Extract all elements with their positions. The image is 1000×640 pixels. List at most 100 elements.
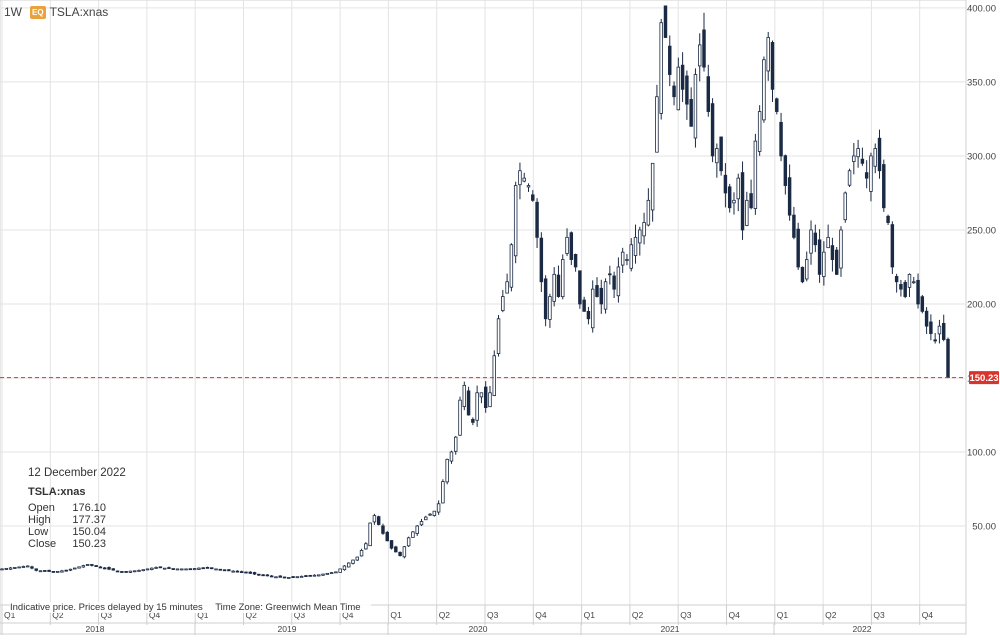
candle-body	[295, 576, 300, 579]
candle-body	[539, 237, 544, 283]
candle-body	[573, 254, 578, 268]
symbol-label[interactable]: TSLA:xnas	[49, 5, 109, 19]
candle-body	[98, 566, 103, 569]
candle-body	[561, 259, 565, 298]
x-quarter-label: Q4	[342, 610, 354, 620]
candle-body	[436, 503, 441, 513]
candle-body	[770, 42, 775, 90]
x-year-label: 2020	[469, 624, 488, 634]
candle-body	[415, 525, 419, 534]
last-price-tag	[969, 371, 999, 385]
candle-body	[941, 322, 946, 340]
candle-body	[64, 569, 68, 572]
ohlc-row-low: Low 150.04	[28, 526, 106, 538]
x-quarter-label: Q3	[294, 610, 306, 620]
candle-body	[454, 436, 458, 452]
candle-body	[419, 521, 424, 526]
candle-body	[543, 278, 548, 320]
candle-body	[783, 155, 788, 186]
candle-body	[886, 215, 890, 223]
candle-body	[73, 567, 77, 570]
x-quarter-label: Q2	[632, 610, 644, 620]
candle-body	[608, 273, 612, 276]
x-quarter-label: Q4	[922, 610, 934, 620]
x-quarter-label: Q4	[149, 610, 161, 620]
candle-body	[822, 251, 826, 277]
candle-body	[282, 576, 287, 579]
x-quarter-label: Q2	[825, 610, 837, 620]
candle-body	[860, 158, 865, 164]
candle-body	[85, 564, 90, 566]
candle-body	[325, 572, 330, 575]
y-tick-label: 400.00	[967, 3, 996, 14]
candle-body	[257, 573, 261, 576]
candle-body	[428, 513, 432, 516]
candle-body	[34, 568, 38, 571]
candle-body	[800, 266, 805, 283]
candle-body	[398, 551, 402, 556]
candle-body	[715, 148, 719, 164]
candle-body	[946, 338, 950, 379]
candle-body	[488, 392, 492, 408]
chart-footer-note: Indicative price. Prices delayed by 15 m…	[10, 602, 371, 613]
candle-body	[342, 565, 347, 571]
candle-body	[479, 392, 484, 398]
candle-body	[937, 325, 942, 335]
candle-body	[449, 451, 454, 462]
candle-body	[218, 568, 223, 571]
ohlc-symbol: TSLA:xnas	[28, 486, 86, 498]
x-quarter-label: Q1	[4, 610, 16, 620]
candle-body	[368, 522, 372, 547]
candle-body	[4, 568, 9, 570]
candle-body	[526, 185, 531, 188]
candle-body	[312, 574, 317, 577]
y-tick-label: 350.00	[967, 77, 996, 88]
candle-body	[642, 222, 646, 237]
candle-body	[856, 148, 860, 158]
candle-body	[655, 96, 659, 153]
candle-body	[668, 45, 672, 75]
candle-body	[513, 185, 518, 257]
candle-body	[586, 311, 591, 320]
candle-body	[265, 574, 270, 577]
candle-body	[505, 281, 509, 294]
x-quarter-label: Q1	[390, 610, 402, 620]
candle-body	[920, 296, 925, 312]
candle-body	[590, 288, 595, 329]
candle-body	[471, 418, 475, 423]
candle-body	[47, 569, 51, 572]
candle-body	[702, 29, 706, 68]
candle-body	[912, 281, 916, 284]
candle-body	[167, 567, 171, 569]
candle-body	[933, 339, 937, 342]
candle-body	[869, 155, 873, 192]
candle-body	[873, 148, 877, 167]
equity-badge-icon: EQ	[30, 5, 46, 19]
candle-body	[766, 37, 770, 72]
candle-body	[535, 201, 539, 238]
candle-body	[252, 572, 257, 575]
candle-body	[629, 244, 633, 269]
candle-body	[689, 99, 693, 127]
candle-body	[847, 170, 852, 186]
candle-body	[518, 170, 522, 186]
interval-label[interactable]: 1W	[4, 5, 22, 19]
ohlc-row-open: Open 176.10	[28, 502, 106, 514]
plot-border	[0, 0, 967, 635]
candle-body	[492, 355, 496, 396]
candle-body	[317, 574, 321, 577]
y-tick-label: 250.00	[967, 225, 996, 236]
x-quarter-label: Q3	[680, 610, 692, 620]
x-year-label: 2021	[661, 624, 680, 634]
candle-body	[385, 531, 389, 542]
ohlc-value: 150.23	[72, 538, 106, 550]
candle-body	[210, 567, 214, 570]
candle-body	[787, 177, 792, 216]
symbol-tag: EQ TSLA:xnas	[30, 5, 108, 19]
candle-body	[192, 568, 197, 571]
ohlc-value: 177.37	[72, 514, 106, 526]
candle-body	[162, 567, 167, 570]
candle-body	[334, 571, 338, 574]
